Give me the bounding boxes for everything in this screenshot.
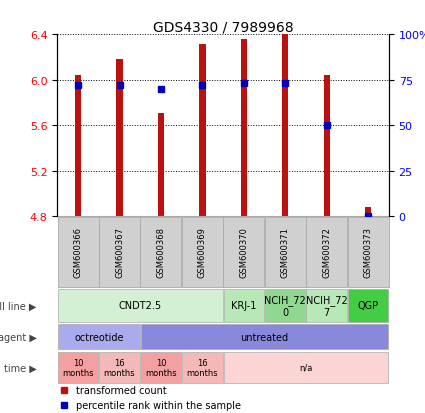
Bar: [116, 60, 123, 216]
Text: n/a: n/a: [299, 363, 313, 372]
Text: 10
months: 10 months: [62, 358, 94, 377]
Text: octreotide: octreotide: [74, 332, 124, 342]
Text: GSM600372: GSM600372: [322, 227, 331, 278]
Bar: [241, 40, 247, 216]
Text: GSM600366: GSM600366: [74, 227, 82, 278]
Text: untreated: untreated: [241, 332, 289, 342]
Bar: [365, 207, 371, 216]
Text: GSM600368: GSM600368: [156, 227, 165, 278]
FancyBboxPatch shape: [265, 289, 306, 322]
FancyBboxPatch shape: [348, 217, 389, 287]
FancyBboxPatch shape: [224, 352, 388, 383]
Text: GSM600370: GSM600370: [239, 227, 248, 278]
Bar: [158, 113, 164, 216]
Text: 16
months: 16 months: [187, 358, 218, 377]
FancyBboxPatch shape: [265, 217, 306, 287]
FancyBboxPatch shape: [99, 352, 140, 383]
Bar: [199, 45, 206, 216]
FancyBboxPatch shape: [58, 352, 99, 383]
FancyBboxPatch shape: [348, 289, 388, 322]
Text: NCIH_72
7: NCIH_72 7: [306, 294, 348, 317]
Text: CNDT2.5: CNDT2.5: [119, 301, 162, 311]
Bar: [282, 35, 289, 216]
FancyBboxPatch shape: [141, 325, 388, 349]
Text: percentile rank within the sample: percentile rank within the sample: [76, 400, 241, 410]
Text: 16
months: 16 months: [104, 358, 135, 377]
Text: GSM600369: GSM600369: [198, 227, 207, 278]
Text: time ▶: time ▶: [4, 363, 37, 373]
Bar: [75, 76, 81, 216]
Title: GDS4330 / 7989968: GDS4330 / 7989968: [153, 20, 293, 34]
FancyBboxPatch shape: [57, 217, 99, 287]
Bar: [323, 76, 330, 216]
Text: 10
months: 10 months: [145, 358, 177, 377]
Text: KRJ-1: KRJ-1: [231, 301, 257, 311]
FancyBboxPatch shape: [223, 217, 264, 287]
FancyBboxPatch shape: [182, 217, 223, 287]
Text: agent ▶: agent ▶: [0, 332, 37, 342]
FancyBboxPatch shape: [306, 289, 347, 322]
Text: NCIH_72
0: NCIH_72 0: [264, 294, 306, 317]
Text: GSM600371: GSM600371: [281, 227, 290, 278]
Text: transformed count: transformed count: [76, 385, 166, 395]
FancyBboxPatch shape: [58, 325, 140, 349]
Text: cell line ▶: cell line ▶: [0, 301, 37, 311]
Text: GSM600373: GSM600373: [364, 227, 373, 278]
Text: QGP: QGP: [357, 301, 379, 311]
FancyBboxPatch shape: [141, 352, 181, 383]
FancyBboxPatch shape: [140, 217, 181, 287]
FancyBboxPatch shape: [58, 289, 223, 322]
FancyBboxPatch shape: [182, 352, 223, 383]
FancyBboxPatch shape: [306, 217, 347, 287]
FancyBboxPatch shape: [224, 289, 264, 322]
FancyBboxPatch shape: [99, 217, 140, 287]
Text: GSM600367: GSM600367: [115, 227, 124, 278]
